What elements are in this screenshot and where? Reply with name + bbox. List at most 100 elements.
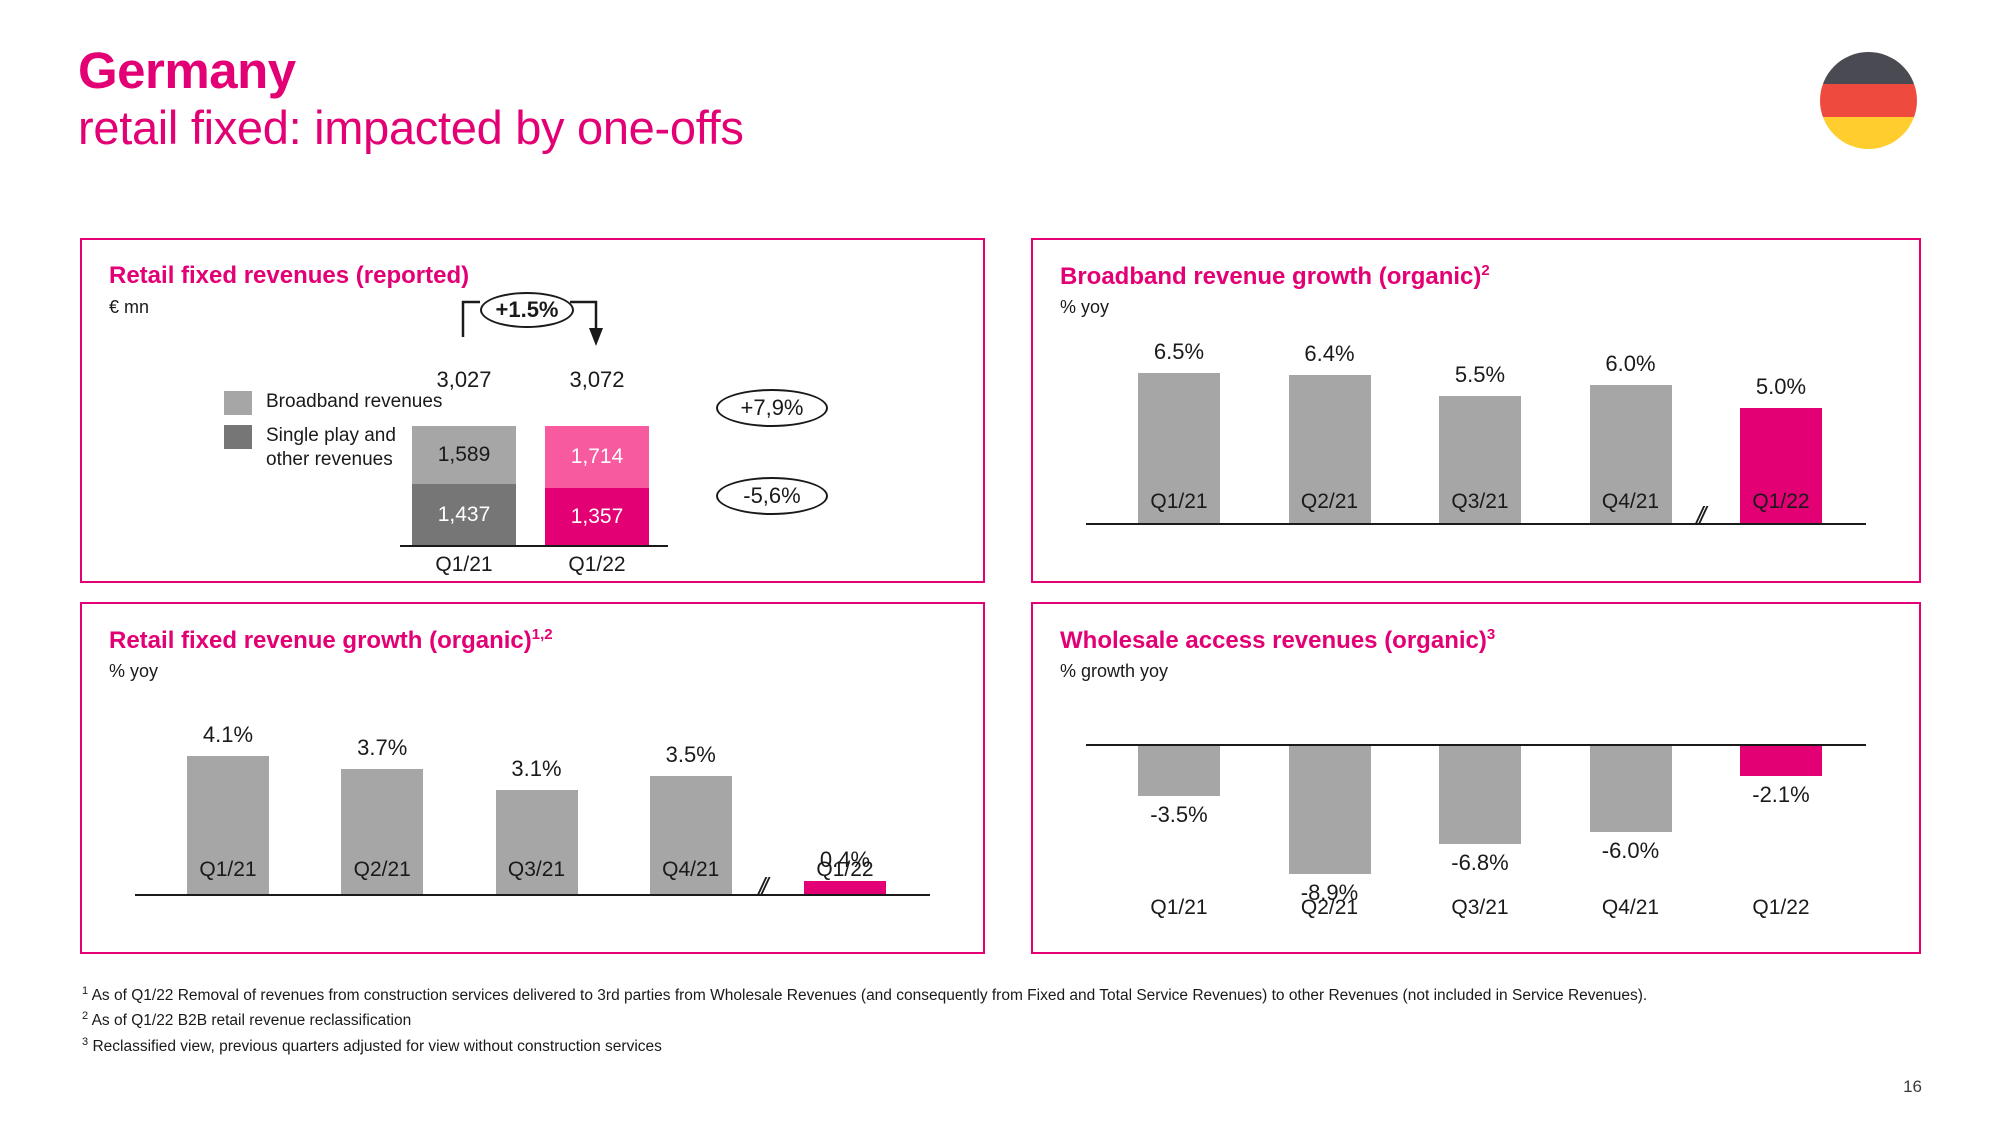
chart-axis-line bbox=[135, 894, 930, 896]
footnote-3-text: Reclassified view, previous quarters adj… bbox=[92, 1037, 662, 1055]
stacked-bar-q1-22: 1,714 1,357 bbox=[545, 426, 649, 546]
footnote-3: 3 Reclassified view, previous quarters a… bbox=[82, 1034, 1882, 1059]
bar-q4-21 bbox=[1589, 746, 1672, 833]
panel-title-broadband-growth: Broadband revenue growth (organic)2 bbox=[1060, 262, 1490, 291]
value-label-q4-21: 3.5% bbox=[665, 742, 716, 768]
bar-q2-21 bbox=[1288, 746, 1371, 874]
value-label-q2-21: 6.4% bbox=[1304, 341, 1355, 367]
footnote-2: 2 As of Q1/22 B2B retail revenue reclass… bbox=[82, 1008, 1882, 1033]
bar-q3-21 bbox=[495, 789, 578, 894]
legend-label-broadband: Broadband revenues bbox=[266, 391, 443, 412]
panel-broadband-revenue-growth: Broadband revenue growth (organic)2 % yo… bbox=[1031, 238, 1921, 583]
legend-label-single-play-line1: Single play and bbox=[266, 425, 396, 446]
x-label-q1-21: Q1/21 bbox=[1150, 896, 1208, 919]
panel-unit-retail-fixed-growth: % yoy bbox=[109, 661, 159, 681]
x-label-q2-21: Q2/21 bbox=[1300, 896, 1359, 919]
panel-title-footnote-ref: 1,2 bbox=[531, 626, 553, 643]
bar-q1-22 bbox=[1740, 746, 1822, 777]
bar-q1-22 bbox=[1740, 407, 1822, 523]
value-label-q1-21: 6.5% bbox=[1153, 339, 1205, 364]
panel-title-retail-fixed-growth: Retail fixed revenue growth (organic)1,2 bbox=[109, 626, 553, 655]
panel-title-text: Wholesale access revenues (organic) bbox=[1060, 627, 1487, 654]
legend-swatch-single-play bbox=[224, 425, 252, 449]
value-label-q1-22: 5.0% bbox=[1755, 373, 1807, 399]
x-label-q1-22: Q1/22 bbox=[1752, 490, 1810, 513]
chart-axis-line bbox=[1086, 744, 1866, 746]
bar-q2-21 bbox=[1288, 375, 1371, 523]
x-label-q1-21: Q1/21 bbox=[199, 858, 257, 881]
value-label-q1-21: 4.1% bbox=[202, 722, 254, 747]
footnotes-block: 1 As of Q1/22 Removal of revenues from c… bbox=[82, 983, 1882, 1059]
x-label-q4-21: Q4/21 bbox=[1601, 896, 1660, 919]
value-label-q4-21: -6.0% bbox=[1601, 838, 1660, 864]
footnote-1: 1 As of Q1/22 Removal of revenues from c… bbox=[82, 983, 1882, 1008]
delta-arrow-icon bbox=[461, 300, 603, 346]
bar-total-q1-22: 3,072 bbox=[569, 367, 625, 392]
callout-single-play-growth: -5,6% bbox=[716, 477, 828, 515]
bar-q1-21 bbox=[1138, 373, 1220, 523]
footnote-2-marker: 2 bbox=[82, 1010, 89, 1023]
footnote-1-marker: 1 bbox=[82, 985, 89, 997]
x-label-q3-21: Q3/21 bbox=[1451, 490, 1509, 513]
bar-segment-single-play-q1-22: 1,357 bbox=[545, 488, 649, 546]
footnote-2-text: As of Q1/22 B2B retail revenue reclassif… bbox=[91, 1012, 412, 1030]
flag-stripe-gold bbox=[1820, 116, 1917, 149]
bar-q4-21 bbox=[1589, 384, 1672, 523]
chart-legend: Broadband revenues Single play and other… bbox=[224, 390, 484, 482]
legend-item-single-play: Single play and other revenues bbox=[224, 424, 484, 473]
legend-swatch-broadband bbox=[224, 391, 252, 415]
panel-unit-broadband-growth: % yoy bbox=[1060, 297, 1110, 317]
germany-flag-icon bbox=[1820, 52, 1917, 149]
bar-q1-21 bbox=[187, 756, 269, 894]
value-label-q4-21: 6.0% bbox=[1605, 350, 1656, 376]
footnote-3-marker: 3 bbox=[82, 1035, 89, 1048]
panel-retail-fixed-revenue-growth: Retail fixed revenue growth (organic)1,2… bbox=[80, 602, 985, 954]
value-label-q1-22: -2.1% bbox=[1752, 782, 1810, 808]
x-label-q1-21: Q1/21 bbox=[1150, 490, 1208, 513]
axis-break-icon: // bbox=[757, 872, 769, 902]
bar-chart-wholesale-access: -3.5% Q1/21 -8.9% Q2/21 -6.8% Q3/21 -6.0% Q4/21… bbox=[1060, 696, 1895, 940]
x-label-q2-21: Q2/21 bbox=[353, 858, 411, 881]
x-label-q1-22: Q1/22 bbox=[568, 553, 626, 576]
footnote-1-text: As of Q1/22 Removal of revenues from con… bbox=[91, 987, 1648, 1005]
value-label-q2-21: -8.9% bbox=[1300, 880, 1359, 905]
chart-axis-line bbox=[1086, 523, 1866, 525]
bar-total-q1-21: 3,027 bbox=[436, 367, 492, 392]
panel-title-footnote-ref: 2 bbox=[1481, 262, 1490, 279]
panel-title-text: Retail fixed revenues (reported) bbox=[109, 262, 470, 289]
value-label-q1-21: -3.5% bbox=[1150, 802, 1208, 828]
value-label-q3-21: -6.8% bbox=[1451, 849, 1509, 875]
panel-title-footnote-ref: 3 bbox=[1486, 626, 1496, 643]
callout-broadband-growth: +7,9% bbox=[716, 389, 828, 427]
page-header: Germany retail fixed: impacted by one-of… bbox=[78, 44, 1478, 154]
x-label-q4-21: Q4/21 bbox=[662, 858, 720, 881]
stacked-bar-chart: 3,027 3,072 1,589 1,437 1,714 1,357 Q1/2… bbox=[82, 240, 983, 581]
panel-unit-retail-fixed-revenues: € mn bbox=[109, 297, 150, 317]
panel-title-text: Broadband revenue growth (organic) bbox=[1060, 263, 1482, 290]
bar-q2-21 bbox=[341, 769, 424, 894]
legend-label-single-play-line2: other revenues bbox=[266, 449, 393, 471]
bar-q3-21 bbox=[1439, 396, 1521, 523]
x-label-q1-21: Q1/21 bbox=[435, 553, 493, 576]
legend-item-broadband: Broadband revenues bbox=[224, 390, 484, 415]
chart-axis-line bbox=[400, 545, 668, 547]
bar-q4-21 bbox=[649, 776, 732, 894]
x-label-q3-21: Q3/21 bbox=[507, 858, 566, 881]
bar-chart-broadband-growth: 6.5% Q1/21 6.4% Q2/21 5.5% Q3/21 6.0% Q4/21 5.0%… bbox=[1060, 332, 1895, 569]
bar-segment-single-play-q1-21: 1,437 bbox=[412, 484, 516, 546]
flag-stripe-black bbox=[1820, 52, 1917, 85]
x-label-q1-22: Q1/22 bbox=[1752, 896, 1810, 919]
x-label-q2-21: Q2/21 bbox=[1300, 490, 1359, 513]
x-label-q4-21: Q4/21 bbox=[1601, 490, 1660, 513]
panel-retail-fixed-revenues: Retail fixed revenues (reported) € mn Br… bbox=[80, 238, 985, 583]
value-label-q1-22: 0.4% bbox=[819, 846, 871, 872]
panel-title-retail-fixed-revenues: Retail fixed revenues (reported) bbox=[109, 262, 469, 290]
delta-badge: +1.5% bbox=[480, 292, 574, 328]
page-number: 16 bbox=[1903, 1077, 1922, 1096]
bar-q1-22 bbox=[804, 880, 886, 894]
panel-title-text: Retail fixed revenue growth (organic) bbox=[109, 627, 532, 654]
axis-break-icon: // bbox=[1695, 501, 1707, 531]
x-label-q1-22: Q1/22 bbox=[816, 858, 874, 881]
value-label-q2-21: 3.7% bbox=[357, 735, 408, 761]
bar-q1-21 bbox=[1138, 746, 1220, 797]
